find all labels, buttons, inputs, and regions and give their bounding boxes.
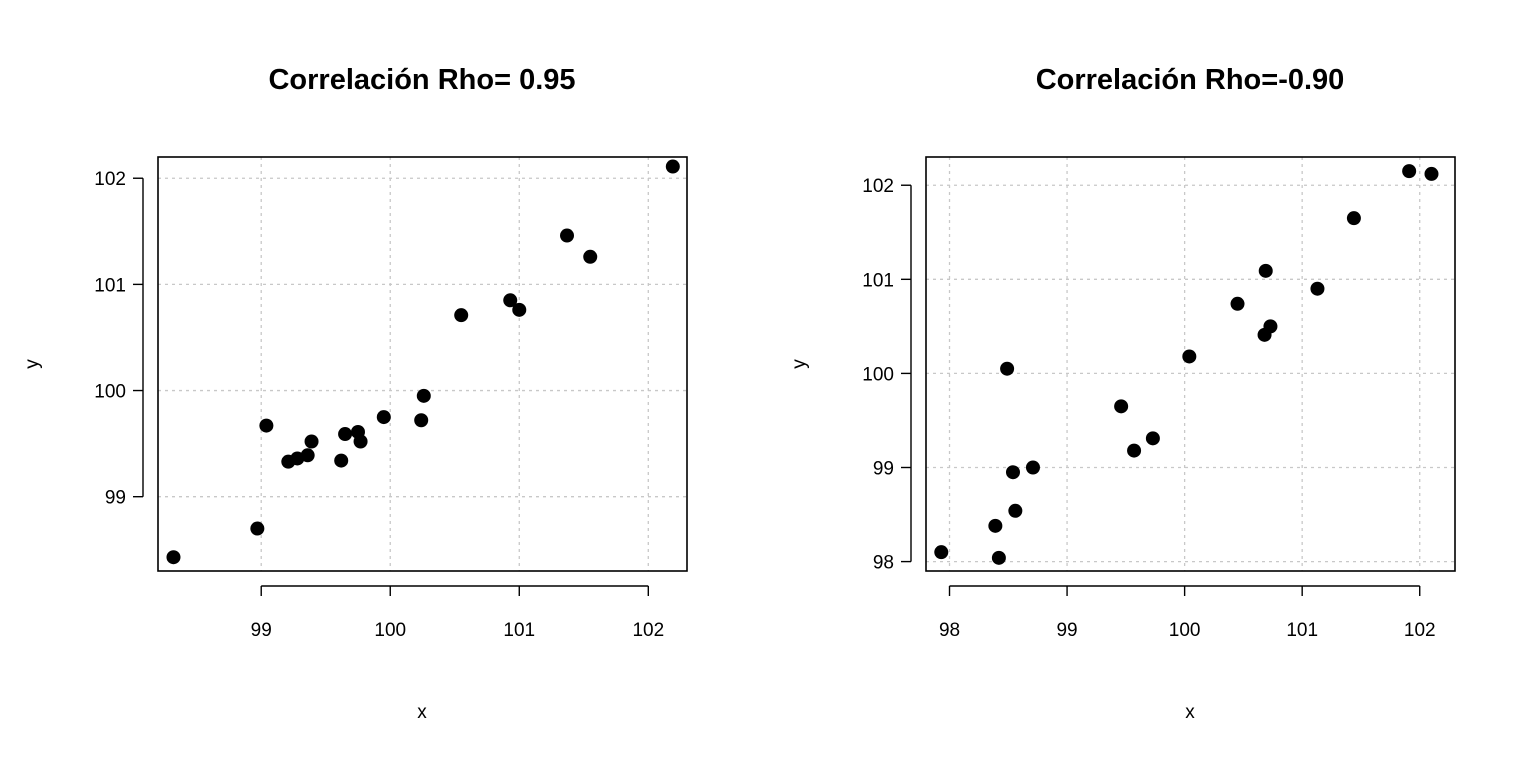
right-plot-x-tick-label: 100	[1169, 620, 1201, 641]
left-plot-data-point	[304, 434, 319, 449]
right-plot-x-tick-label: 98	[939, 620, 960, 641]
right-plot-data-point	[1145, 431, 1160, 446]
left-plot-data-point	[300, 448, 315, 463]
right-plot-y-tick-label: 101	[862, 270, 894, 291]
left-plot-data-point	[414, 413, 429, 428]
left-plot-panel: Correlación Rho= 0.95 x y 99 100 101 102 99 1…	[22, 64, 688, 723]
left-plot-y-tick-label: 99	[105, 488, 126, 509]
left-plot-data-point	[665, 159, 680, 174]
right-plot-title: Correlación Rho=-0.90	[1036, 64, 1345, 96]
left-plot-data-point	[334, 453, 349, 468]
left-plot-data-point	[259, 418, 274, 433]
right-plot-data-point	[1263, 319, 1278, 334]
left-plot-x-tick-label: 99	[251, 620, 272, 641]
left-plot-data-point	[503, 293, 518, 308]
right-plot-y-tick-label: 99	[873, 459, 894, 480]
left-plot-data-point	[376, 410, 391, 425]
right-plot-x-tick-label: 101	[1286, 620, 1318, 641]
right-plot-data-point	[988, 518, 1003, 533]
left-plot-data-point	[560, 228, 575, 243]
left-plot-title: Correlación Rho= 0.95	[268, 64, 575, 96]
right-plot-data-point	[1000, 361, 1015, 376]
right-plot-y-axis-label: y	[789, 359, 810, 369]
left-plot-data-point	[583, 249, 598, 264]
right-plot-data-point	[1424, 166, 1439, 181]
right-plot-x-tick-label: 99	[1056, 620, 1077, 641]
left-plot-data-point	[353, 434, 368, 449]
right-plot-data-point	[1025, 460, 1040, 475]
right-plot-data-point	[991, 550, 1006, 565]
right-plot-data-point	[1258, 263, 1273, 278]
left-plot-y-tick-label: 100	[94, 382, 126, 403]
right-plot-data-point	[1310, 281, 1325, 296]
right-plot-data-point	[1182, 349, 1197, 364]
left-plot-data-point	[166, 550, 181, 565]
right-plot-data-point	[1005, 465, 1020, 480]
left-plot-y-axis-label: y	[22, 359, 43, 369]
right-plot-data-point	[934, 545, 949, 560]
right-plot-data-point	[1230, 296, 1245, 311]
left-plot-x-axis-label: x	[417, 702, 427, 723]
left-plot-x-tick-label: 102	[632, 620, 664, 641]
left-plot-y-tick-label: 101	[94, 275, 126, 296]
left-plot-x-tick-label: 100	[374, 620, 406, 641]
left-plot-data-point	[250, 521, 265, 536]
right-plot-data-point	[1127, 443, 1142, 458]
right-plot-data-point	[1402, 164, 1417, 179]
right-plot-y-tick-label: 98	[873, 553, 894, 574]
right-plot-data-point	[1008, 503, 1023, 518]
left-plot-data-point	[338, 427, 353, 442]
left-plot-data-point	[454, 308, 469, 323]
left-plot-frame	[157, 156, 688, 572]
right-plot-panel: Correlación Rho=-0.90 x y 98 99 100 101 102 9…	[789, 64, 1456, 723]
right-plot-y-tick-label: 102	[862, 176, 894, 197]
left-plot-x-tick-label: 101	[503, 620, 535, 641]
right-plot-x-axis-label: x	[1185, 702, 1195, 723]
right-plot-x-tick-label: 102	[1404, 620, 1436, 641]
right-plot-y-tick-label: 100	[862, 364, 894, 385]
right-plot-data-point	[1346, 211, 1361, 226]
left-plot-data-point	[416, 388, 431, 403]
right-plot-data-point	[1114, 399, 1129, 414]
left-plot-data-point	[512, 302, 527, 317]
right-plot-frame	[925, 156, 1456, 572]
left-plot-y-tick-label: 102	[94, 169, 126, 190]
